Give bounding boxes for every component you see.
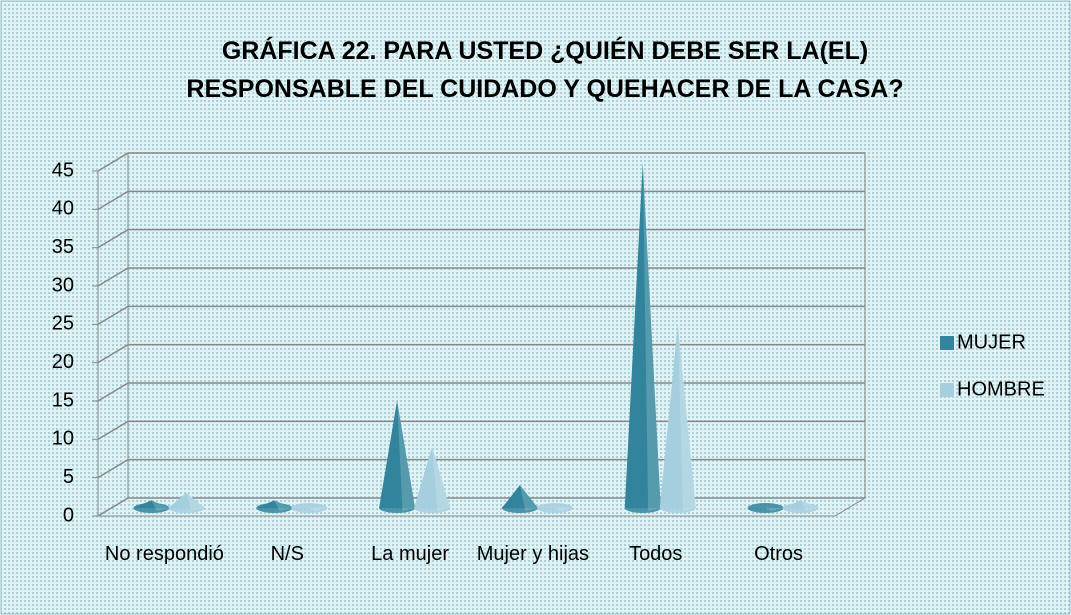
cone [782,500,819,513]
cone [747,503,784,513]
grid-line [97,497,865,517]
grid-line [97,420,865,440]
grid-line [97,152,865,172]
y-tick-label: 25 [52,313,74,335]
y-tick-label: 15 [52,389,74,411]
y-tick-label: 5 [63,466,74,488]
cone [659,324,696,513]
grid-line [97,267,865,287]
chart-title: GRÁFICA 22. PARA USTED ¿QUIÉN DEBE SER L… [186,37,904,103]
y-tick-label: 35 [52,236,74,258]
grid-line [97,190,865,210]
cone [501,485,538,513]
cone [133,500,170,513]
x-tick-label: Mujer y hijas [476,543,590,565]
x-tick-label: No respondió [104,543,224,565]
legend-swatch [940,383,954,397]
x-tick-label: Todos [629,543,683,565]
x-tick-label: N/S [270,543,304,565]
cone [379,400,416,513]
cone [291,503,328,513]
grid-line [97,305,865,325]
y-tick-label: 30 [52,274,74,296]
x-tick-label: La mujer [371,543,449,565]
cone [256,500,293,513]
grid-line [97,458,865,479]
grid-line [97,228,865,249]
y-tick-label: 45 [52,159,74,181]
legend-label: HOMBRE [957,378,1045,400]
y-tick-label: 10 [52,428,74,450]
cone [624,163,661,513]
y-tick-label: 0 [63,504,74,526]
y-tick-label: 20 [52,351,74,373]
legend-swatch [940,336,954,350]
cone [168,492,205,513]
legend-label: MUJER [957,331,1026,353]
cone [414,446,451,513]
cone [536,503,573,513]
grid-line [97,382,865,402]
y-tick-label: 40 [52,198,74,220]
x-tick-label: Otros [754,543,804,565]
grid-line [97,343,865,364]
